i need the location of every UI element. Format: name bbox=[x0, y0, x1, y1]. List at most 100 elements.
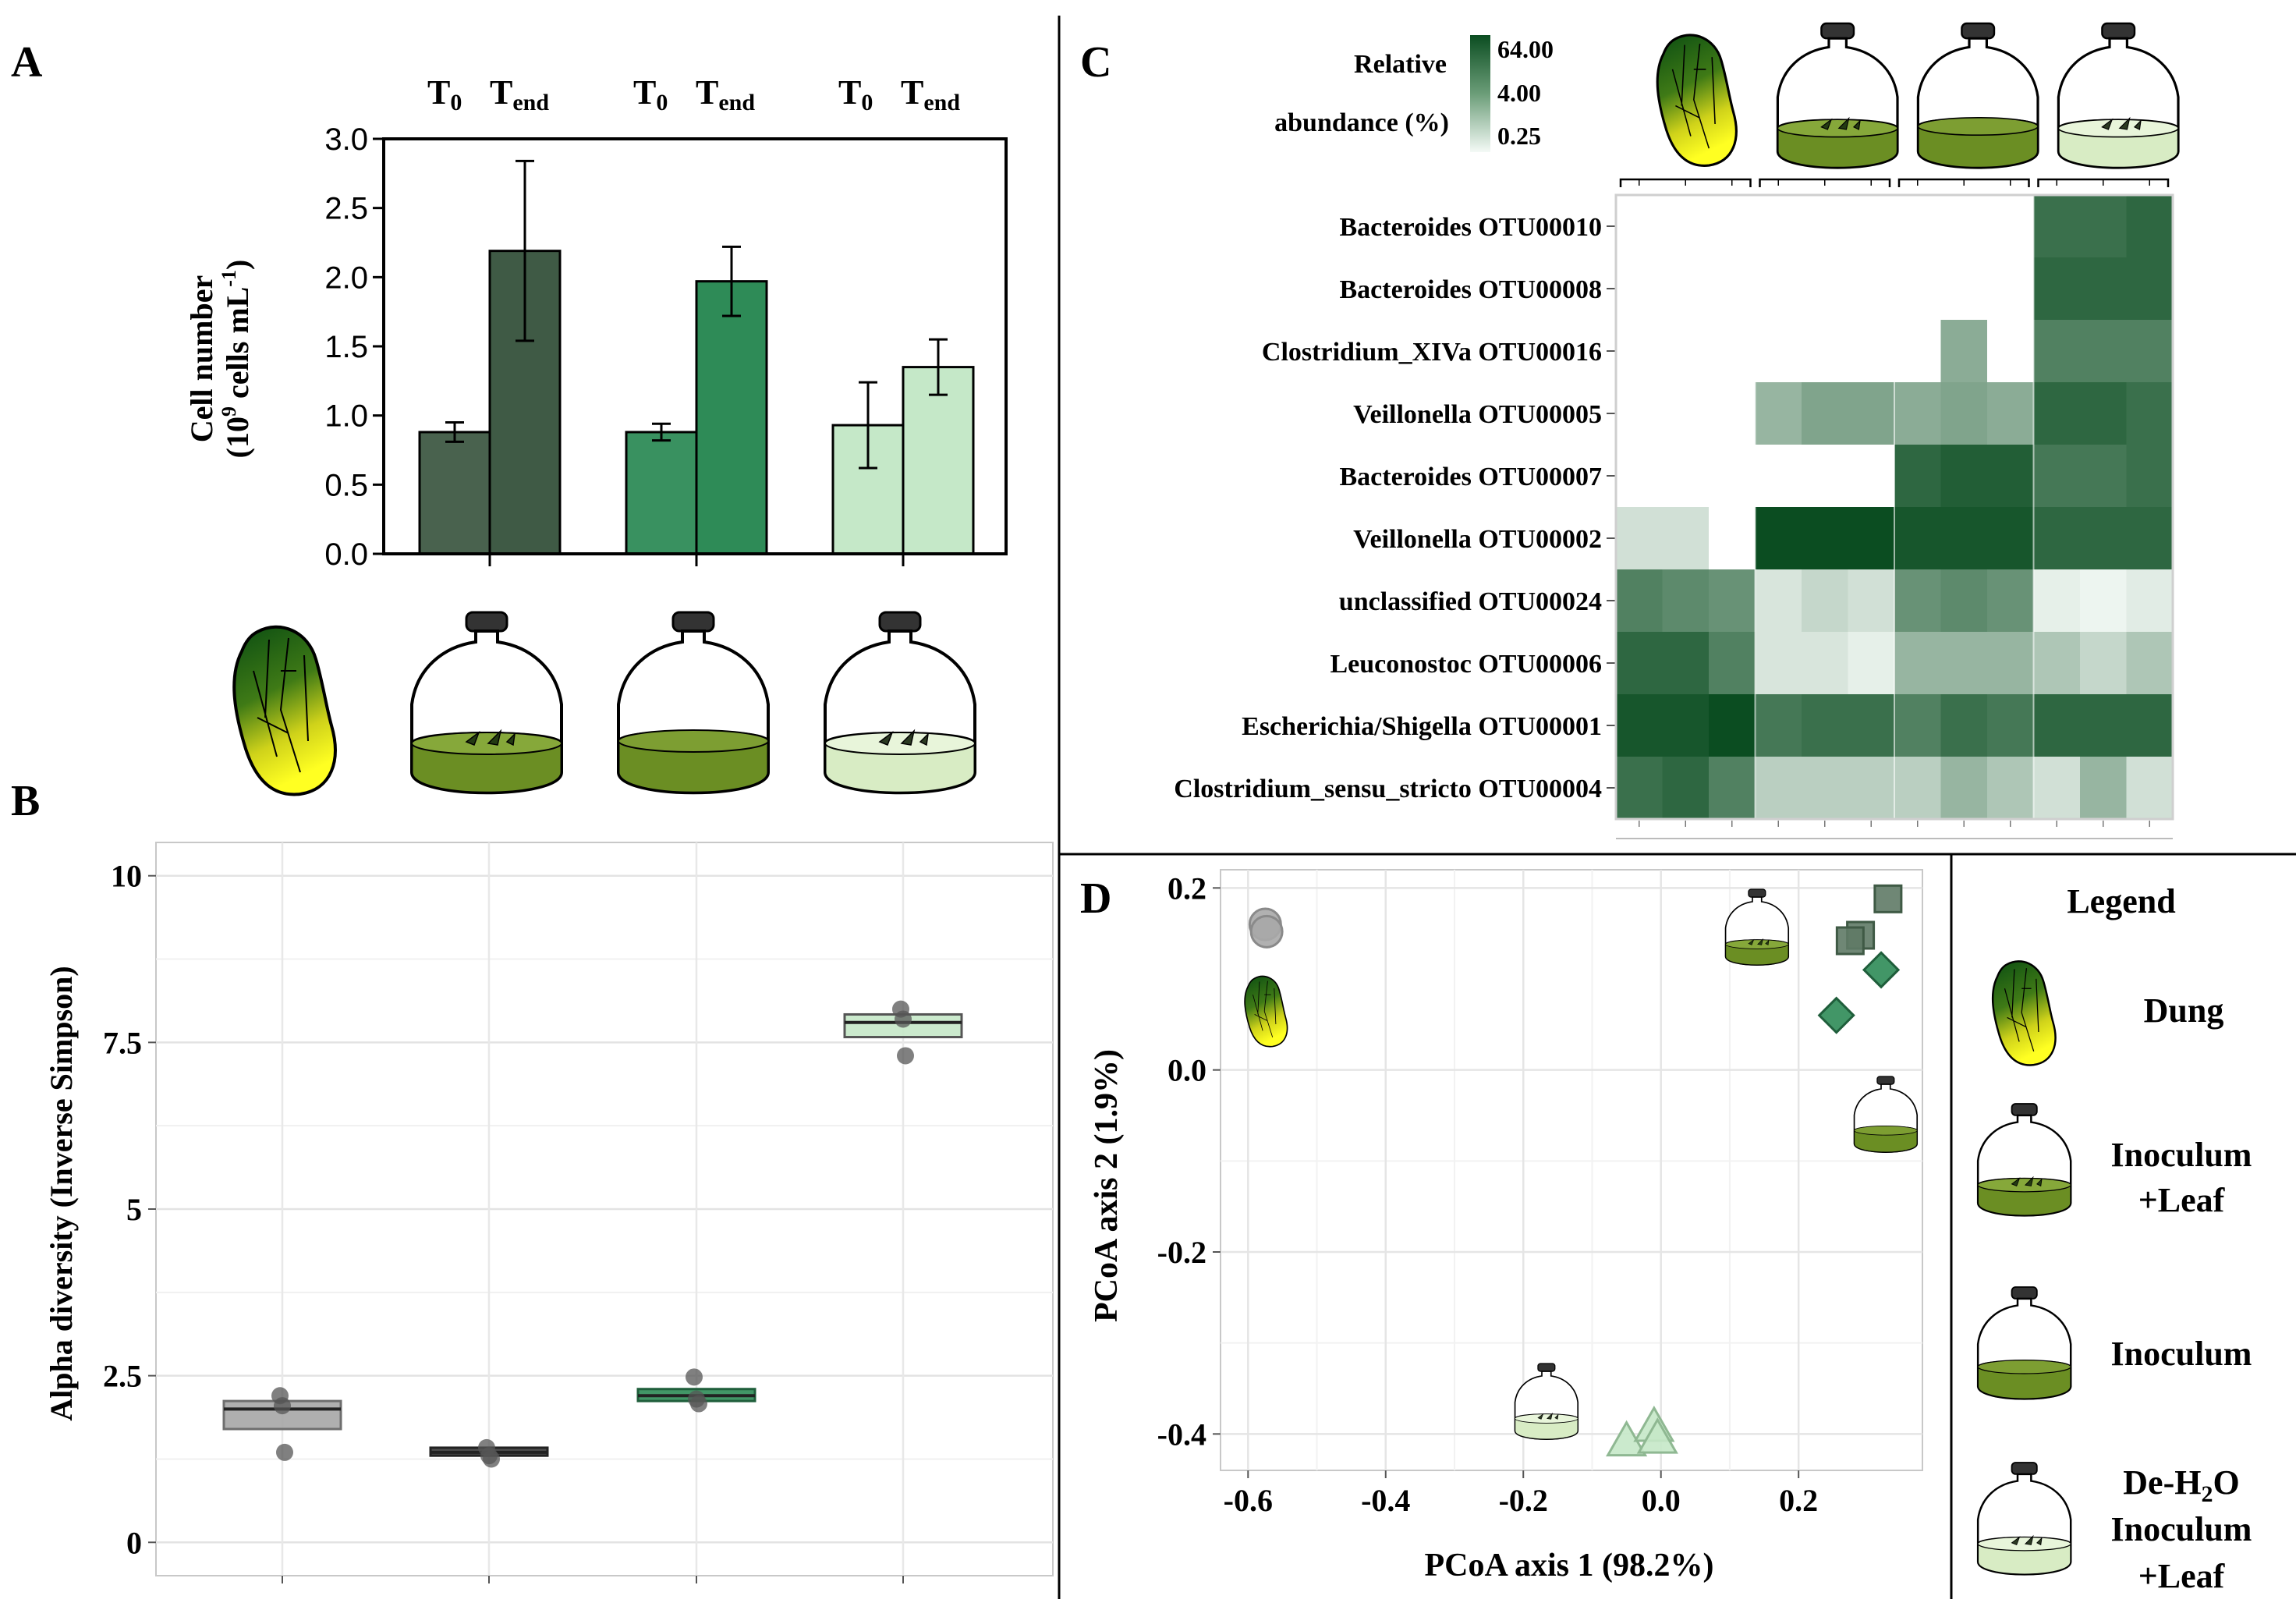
y-tick-label: 0.5 bbox=[324, 468, 368, 502]
box bbox=[222, 1399, 342, 1431]
heat-cell bbox=[2126, 632, 2174, 695]
heat-cell bbox=[1616, 507, 1664, 570]
heat-cell bbox=[1709, 320, 1756, 383]
x-tick-label: -0.4 bbox=[1361, 1483, 1410, 1518]
heat-cell bbox=[1616, 257, 1664, 321]
heat-cell bbox=[1662, 507, 1710, 570]
point-inoculum bbox=[1862, 951, 1901, 989]
heat-cell bbox=[2126, 569, 2174, 633]
legend-title: Legend bbox=[2067, 882, 2175, 920]
heat-cell bbox=[1616, 694, 1664, 757]
bar-tend bbox=[488, 250, 562, 555]
x-tick-label: 0.2 bbox=[1779, 1483, 1818, 1518]
heat-cell bbox=[2033, 569, 2081, 633]
heat-cell bbox=[1848, 569, 1895, 633]
row-label: Bacteroides OTU00007 bbox=[1339, 463, 1602, 491]
heat-cell bbox=[1802, 382, 1849, 445]
row-label: Clostridium_XIVa OTU00016 bbox=[1262, 338, 1602, 367]
row-label: Veillonella OTU00005 bbox=[1353, 400, 1602, 429]
y-tick-label: 2.0 bbox=[324, 261, 368, 295]
heat-legend-max: 64.00 bbox=[1497, 35, 1554, 63]
heat-cell bbox=[1987, 757, 2035, 820]
heat-cell bbox=[1755, 569, 1802, 633]
header-tend-3: Tend bbox=[901, 73, 960, 115]
heat-col-inoculum-icon bbox=[1916, 22, 2039, 169]
heat-cell bbox=[1802, 632, 1849, 695]
heat-cell bbox=[1848, 507, 1895, 570]
heat-cell bbox=[1894, 195, 1942, 258]
heat-cell bbox=[1802, 569, 1849, 633]
heat-cell bbox=[1848, 320, 1895, 383]
panel-b-y-label: Alpha diversity (Inverse Simpson) bbox=[44, 966, 79, 1420]
point-inoculum-leaf bbox=[1835, 926, 1865, 956]
heat-cell bbox=[2033, 632, 2081, 695]
legend-deh2o-line3: +Leaf bbox=[2138, 1557, 2226, 1595]
row-label: Clostridium_sensu_stricto OTU00004 bbox=[1174, 775, 1602, 803]
heat-cell bbox=[1940, 632, 1988, 695]
y-tick-label: -0.2 bbox=[1157, 1235, 1206, 1270]
panel-a-y-label: Cell number (109 cells mL-1) bbox=[184, 260, 255, 459]
header-tend-2: Tend bbox=[696, 73, 755, 115]
data-point bbox=[276, 1443, 293, 1461]
legend: Legend Dung Inoculum +Leaf Inoculum De-H… bbox=[1976, 882, 2252, 1595]
heat-frame bbox=[1614, 193, 2174, 821]
heat-cell bbox=[2080, 757, 2128, 820]
heat-cell bbox=[1709, 195, 1756, 258]
heat-row-labels: Bacteroides OTU00010 Bacteroides OTU00008… bbox=[1174, 213, 1616, 803]
heat-cell bbox=[1709, 569, 1756, 633]
heat-col-inoculum-leaf-icon bbox=[1776, 22, 1899, 169]
heat-legend-gradient bbox=[1470, 35, 1490, 152]
panel-b-boxplot: Alpha diversity (Inverse Simpson) 0 2.5 5 7… bbox=[44, 842, 1054, 1583]
row-label: Leuconostoc OTU00006 bbox=[1330, 650, 1603, 679]
row-label: Escherichia/Shigella OTU00001 bbox=[1242, 712, 1602, 741]
group-headers: T0 Tend T0 Tend T0 Tend bbox=[427, 73, 960, 115]
y-tick-label: 7.5 bbox=[103, 1025, 142, 1060]
heat-cell bbox=[2080, 632, 2128, 695]
panel-label-b: B bbox=[11, 777, 40, 825]
header-t0-2: T0 bbox=[633, 73, 668, 115]
heat-cell bbox=[1894, 632, 1942, 695]
heat-cell bbox=[2080, 382, 2128, 445]
heat-cell bbox=[1662, 632, 1710, 695]
heat-cell bbox=[1755, 445, 1802, 508]
heat-cell bbox=[1987, 195, 2035, 258]
heat-cell bbox=[1940, 445, 1988, 508]
heat-cell bbox=[1987, 445, 2035, 508]
heat-cell bbox=[2126, 195, 2174, 258]
jar-inoculum-icon bbox=[617, 611, 770, 795]
legend-dung-icon bbox=[1991, 960, 2057, 1066]
heat-cell bbox=[1987, 507, 2035, 570]
y-tick-label: 0.2 bbox=[1167, 871, 1206, 906]
heat-cell bbox=[1662, 694, 1710, 757]
data-point bbox=[690, 1395, 707, 1413]
heat-cell bbox=[1755, 320, 1802, 383]
point-deh2o bbox=[1636, 1417, 1678, 1454]
x-tick-label: -0.2 bbox=[1499, 1483, 1548, 1518]
legend-deh2o-line2: Inoculum bbox=[2111, 1510, 2252, 1548]
heat-cell bbox=[2126, 757, 2174, 820]
heat-cell bbox=[2126, 445, 2174, 508]
header-t0-1: T0 bbox=[427, 73, 462, 115]
heat-cell bbox=[2080, 694, 2128, 757]
heat-cell bbox=[1802, 757, 1849, 820]
panel-label-d: D bbox=[1080, 874, 1111, 923]
heat-cell bbox=[1987, 257, 2035, 321]
heat-cell bbox=[1802, 320, 1849, 383]
legend-deh2o-icon bbox=[1976, 1461, 2072, 1576]
heat-cell bbox=[1662, 320, 1710, 383]
panel-a-bar-chart: T0 Tend T0 Tend T0 Tend Cell number (109… bbox=[184, 73, 1008, 572]
panel-a-y-ticks: 0.0 0.5 1.0 1.5 2.0 2.5 3.0 bbox=[324, 122, 384, 572]
heat-cell bbox=[1802, 507, 1849, 570]
point-dung bbox=[1249, 914, 1284, 949]
y-tick-label: 3.0 bbox=[324, 122, 368, 157]
heat-column-brackets bbox=[1619, 178, 2170, 187]
heat-cell bbox=[1848, 757, 1895, 820]
heat-cell bbox=[2126, 507, 2174, 570]
heat-cell bbox=[2033, 382, 2081, 445]
y-label-line1: Cell number bbox=[184, 275, 219, 442]
heat-cell bbox=[1662, 757, 1710, 820]
dung-icon bbox=[232, 625, 337, 796]
heat-cell bbox=[1755, 632, 1802, 695]
jar-deh2o-icon bbox=[824, 611, 976, 795]
heat-cell bbox=[1848, 445, 1895, 508]
